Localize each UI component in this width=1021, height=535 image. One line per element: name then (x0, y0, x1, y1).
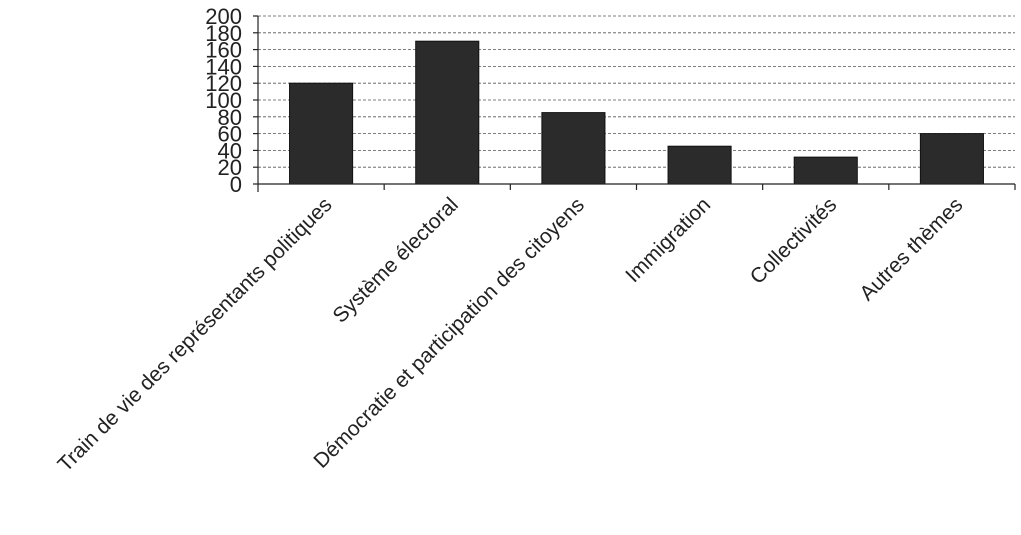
x-category-label-5: Collectivités (746, 193, 841, 288)
bar-1 (289, 82, 354, 185)
y-tick-label-200: 200 (205, 4, 242, 29)
bars (289, 40, 984, 185)
x-category-label-2: Système électoral (329, 193, 463, 327)
y-tick-label-100: 100 (205, 88, 242, 113)
x-category-label-3: Démocratie et participation des citoyens (309, 193, 589, 473)
bar-6 (919, 133, 984, 185)
gridlines (258, 15, 1015, 168)
x-category-label-4: Immigration (621, 193, 715, 287)
y-tick-label-80: 80 (218, 105, 242, 130)
x-category-label-1: Train de vie des représentants politique… (53, 193, 336, 476)
bar-3 (541, 112, 606, 185)
bar-2 (415, 40, 480, 185)
y-tick-label-120: 120 (205, 71, 242, 96)
y-tick-label-160: 160 (205, 38, 242, 63)
x-tick-labels: Train de vie des représentants politique… (53, 193, 967, 476)
y-tick-label-0: 0 (230, 172, 242, 197)
y-tick-label-140: 140 (205, 54, 242, 79)
y-tick-label-20: 20 (218, 155, 242, 180)
x-category-label-6: Autres thèmes (855, 193, 967, 305)
bar-5 (793, 156, 858, 185)
y-tick-label-60: 60 (218, 122, 242, 147)
axes (253, 15, 1016, 192)
y-tick-label-180: 180 (205, 21, 242, 46)
y-tick-label-40: 40 (218, 138, 242, 163)
bar-4 (667, 145, 732, 185)
